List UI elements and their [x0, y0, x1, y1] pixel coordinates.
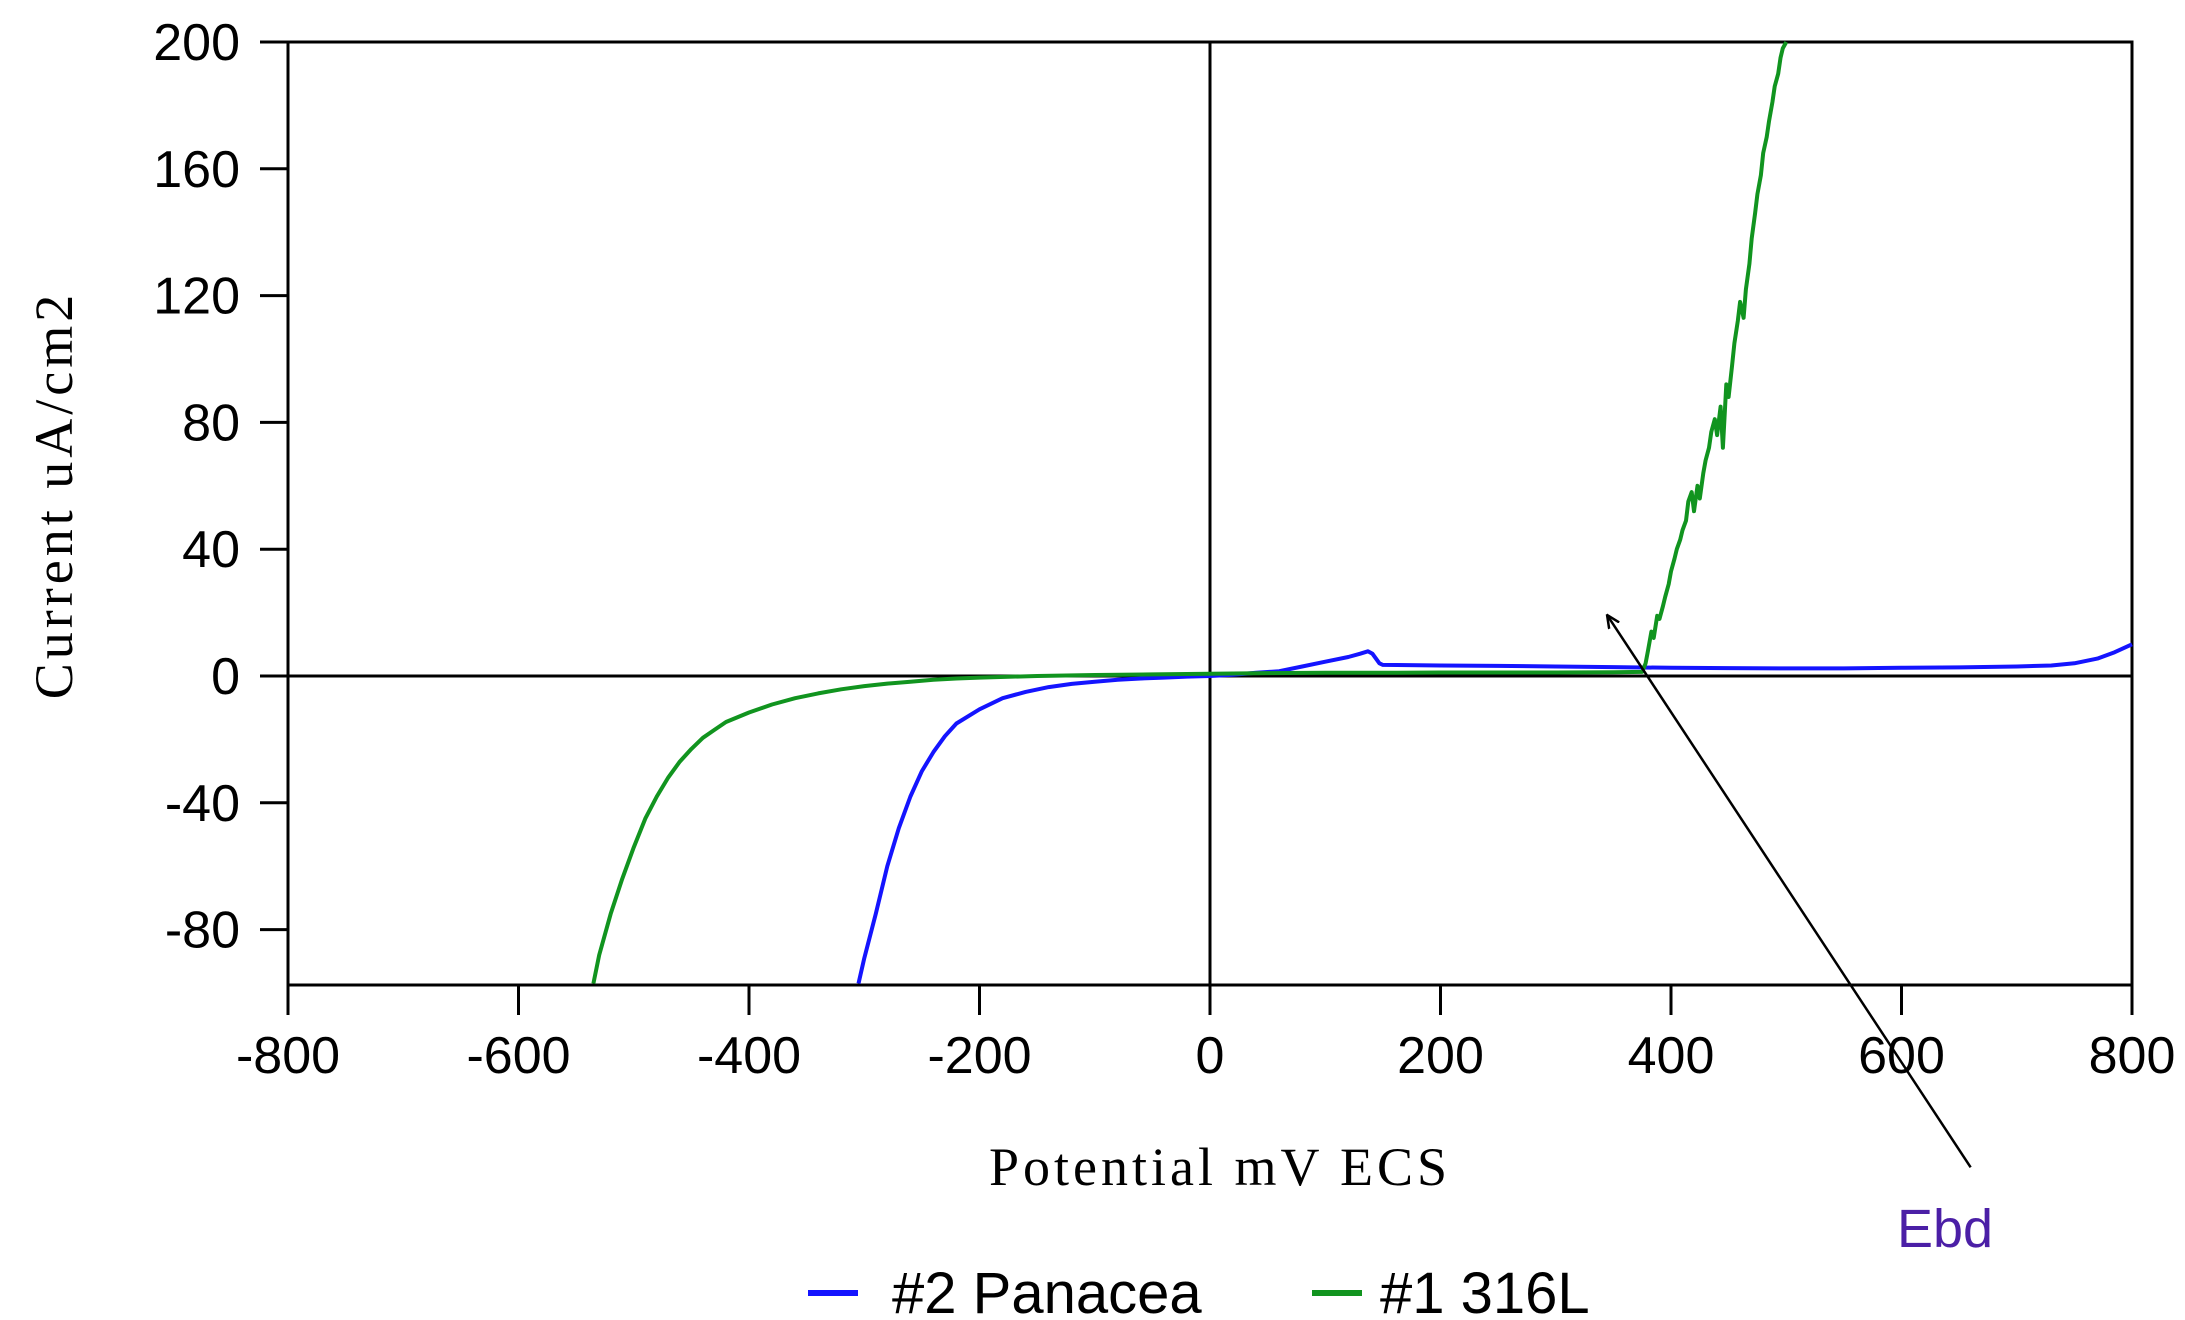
series-layer	[591, 41, 2133, 984]
y-axis-ticks: 200 160 120 80 40 0 -40 -80	[153, 14, 288, 960]
y-tick-label: 0	[211, 648, 240, 706]
annotation-layer: Ebd	[1608, 616, 1993, 1259]
x-tick-label: 600	[1858, 1027, 1945, 1085]
x-tick-label: -400	[697, 1027, 801, 1085]
x-tick-label: 400	[1628, 1027, 1715, 1085]
x-tick-label: -600	[466, 1027, 570, 1085]
y-tick-label: 200	[153, 14, 240, 72]
ebd-arrow	[1608, 616, 1972, 1169]
legend-label-316l: #1 316L	[1380, 1261, 1590, 1320]
x-axis-ticks: -800 -600 -400 -200 0 200 400 600 800	[236, 985, 2175, 1085]
x-tick-label: 800	[2089, 1027, 2176, 1085]
y-tick-label: 80	[182, 394, 240, 452]
y-tick-label: -40	[165, 775, 240, 833]
x-axis-title: Potential mV ECS	[989, 1137, 1451, 1197]
y-tick-label: 120	[153, 268, 240, 326]
y-axis-title: Current uA/cm2	[24, 291, 84, 699]
x-tick-label: -800	[236, 1027, 340, 1085]
x-tick-label: -200	[927, 1027, 1031, 1085]
x-tick-label: 200	[1397, 1027, 1484, 1085]
x-tick-label: 0	[1196, 1027, 1225, 1085]
legend: #2 Panacea #1 316L	[808, 1261, 1590, 1320]
ebd-label: Ebd	[1897, 1199, 1993, 1259]
series-line-1	[591, 41, 1789, 984]
legend-label-panacea: #2 Panacea	[892, 1261, 1202, 1320]
series-line-0	[856, 642, 2133, 984]
y-tick-label: -80	[165, 902, 240, 960]
y-tick-label: 160	[153, 141, 240, 199]
y-tick-label: 40	[182, 521, 240, 579]
